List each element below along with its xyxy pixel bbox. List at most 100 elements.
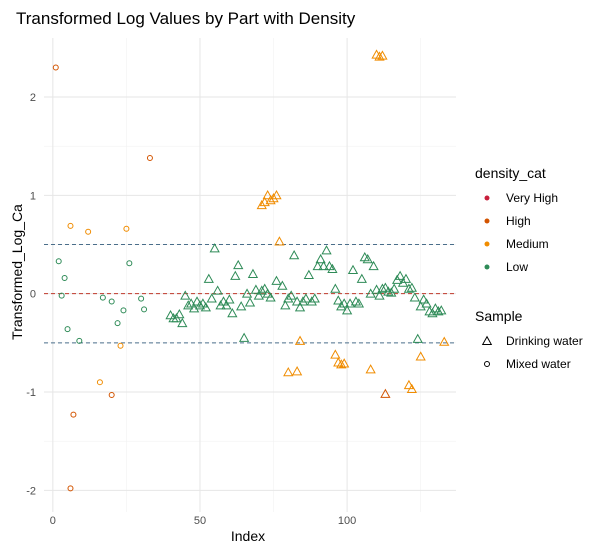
data-point-triangle	[318, 260, 329, 271]
data-point-triangle	[227, 308, 238, 318]
data-point-triangle	[256, 199, 267, 210]
data-point-triangle	[203, 273, 214, 283]
data-point-triangle	[389, 283, 400, 293]
data-point-triangle	[418, 294, 429, 304]
data-point-triangle	[271, 190, 282, 200]
data-point-circle	[52, 64, 59, 71]
data-point-triangle	[433, 306, 444, 316]
data-point-triangle	[250, 284, 262, 294]
legend-color-key	[484, 195, 490, 201]
data-point-triangle	[209, 243, 220, 253]
data-point-circle	[64, 326, 71, 333]
data-point-circle	[108, 298, 115, 305]
data-point-triangle	[262, 288, 273, 298]
legend-density-title: density_cat	[475, 165, 546, 181]
data-point-triangle	[200, 302, 212, 312]
chart-title: Transformed Log Values by Part with Dens…	[16, 9, 356, 28]
data-point-triangle	[412, 333, 423, 343]
data-point-triangle	[268, 192, 279, 203]
legend-sample: Sample Drinking water Mixed water	[475, 308, 583, 371]
data-point-circle	[58, 292, 65, 299]
data-point-triangle	[271, 275, 282, 285]
data-point-circle	[141, 306, 148, 313]
data-point-triangle	[374, 290, 385, 300]
legend-color-key	[484, 241, 490, 247]
data-point-triangle	[277, 280, 288, 290]
legend-color-label: Low	[506, 260, 528, 274]
data-point-triangle	[291, 296, 303, 306]
data-point-triangle	[300, 293, 312, 303]
data-point-triangle	[356, 273, 367, 283]
data-point-triangle	[380, 388, 391, 398]
data-point-circle	[120, 307, 127, 314]
data-point-triangle	[230, 270, 241, 280]
legend-density: density_cat Very High High Medium Low	[475, 165, 558, 274]
y-tick-label: 1	[30, 190, 36, 202]
data-point-triangle	[327, 263, 338, 274]
data-point-triangle	[197, 298, 209, 308]
y-tick-label: -1	[26, 387, 36, 399]
legend-color-key	[484, 218, 490, 224]
data-point-triangle	[439, 336, 450, 346]
data-point-circle	[67, 485, 74, 492]
data-point-triangle	[336, 359, 347, 369]
data-point-triangle	[321, 245, 332, 255]
data-point-triangle	[362, 253, 373, 264]
data-point-triangle	[259, 283, 270, 293]
data-point-triangle	[374, 51, 385, 61]
data-point-triangle	[238, 332, 250, 342]
plot-area: -2 -1 0 1 2 0 50 100	[26, 38, 456, 527]
data-point-triangle	[336, 301, 347, 311]
data-point-triangle	[280, 300, 291, 310]
data-point-triangle	[177, 317, 188, 328]
x-tick-label: 0	[50, 515, 56, 527]
data-point-circle	[117, 342, 124, 349]
data-point-circle	[55, 258, 62, 265]
y-axis-ticks: -2 -1 0 1 2	[26, 92, 36, 497]
data-point-circle	[99, 294, 106, 301]
data-point-triangle	[283, 293, 294, 303]
y-tick-label: -2	[26, 485, 36, 497]
data-point-triangle	[312, 260, 323, 271]
data-point-triangle	[286, 290, 297, 300]
data-point-triangle	[365, 364, 376, 374]
y-axis-label: Transformed_Log_Ca	[9, 204, 25, 340]
data-point-triangle	[174, 309, 185, 319]
x-axis-ticks: 0 50 100	[50, 515, 357, 527]
x-tick-label: 100	[338, 515, 356, 527]
data-point-circle	[146, 154, 153, 161]
data-point-triangle	[297, 296, 309, 306]
data-point-circle	[123, 225, 130, 232]
legend-shape-key-circle	[484, 361, 490, 367]
data-point-circle	[70, 411, 77, 418]
data-point-triangle	[421, 298, 432, 308]
data-point-triangle	[377, 50, 388, 60]
data-point-triangle	[274, 236, 285, 246]
legend-shape-label: Drinking water	[506, 334, 583, 348]
data-point-triangle	[436, 305, 447, 315]
data-point-circle	[126, 260, 133, 267]
data-points	[52, 49, 450, 492]
data-point-triangle	[294, 335, 306, 345]
data-point-triangle	[315, 253, 326, 264]
data-point-triangle	[368, 260, 379, 271]
data-point-triangle	[247, 268, 259, 278]
data-point-triangle	[394, 270, 406, 280]
data-point-triangle	[265, 292, 276, 302]
data-point-triangle	[265, 194, 276, 205]
data-point-triangle	[291, 366, 303, 376]
data-point-triangle	[236, 301, 247, 311]
data-point-triangle	[256, 285, 267, 295]
data-point-triangle	[380, 282, 391, 292]
data-point-triangle	[241, 288, 253, 298]
data-point-triangle	[283, 367, 294, 377]
data-point-triangle	[309, 293, 320, 303]
data-point-triangle	[194, 300, 206, 310]
data-point-triangle	[262, 190, 273, 200]
data-point-triangle	[377, 283, 388, 293]
data-point-triangle	[406, 282, 418, 292]
data-point-triangle	[306, 296, 317, 306]
data-point-triangle	[403, 379, 415, 390]
y-tick-label: 0	[30, 289, 36, 301]
